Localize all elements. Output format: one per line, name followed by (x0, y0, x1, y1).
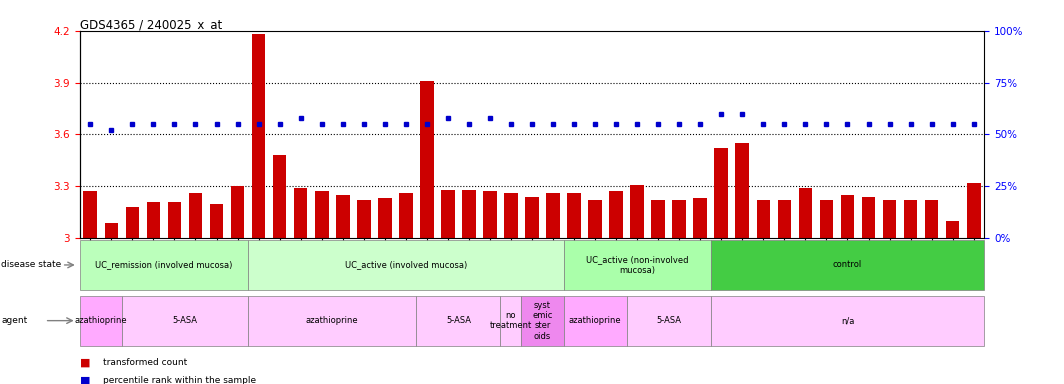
Bar (126, 207, 139, 238)
Bar (442, 190, 454, 238)
Bar (711, 296, 984, 346)
Bar (356, 200, 370, 238)
Bar (841, 195, 854, 238)
Bar (483, 192, 497, 238)
Bar (711, 240, 984, 290)
Bar (122, 296, 248, 346)
Text: GDS4365 / 240025_x_at: GDS4365 / 240025_x_at (80, 18, 222, 31)
Bar (862, 197, 876, 238)
Bar (80, 240, 248, 290)
Bar (925, 200, 938, 238)
Bar (903, 200, 917, 238)
Bar (967, 183, 981, 238)
Bar (672, 200, 686, 238)
Text: syst
emic
ster
oids: syst emic ster oids (532, 301, 552, 341)
Bar (462, 190, 476, 238)
Text: agent: agent (1, 316, 28, 325)
Bar (778, 200, 792, 238)
Bar (504, 193, 518, 238)
Bar (714, 148, 728, 238)
Bar (294, 188, 307, 238)
Bar (168, 202, 181, 238)
Bar (248, 240, 564, 290)
Bar (83, 192, 97, 238)
Bar (627, 296, 711, 346)
Bar (315, 192, 329, 238)
Bar (588, 200, 602, 238)
Bar (694, 199, 708, 238)
Text: n/a: n/a (841, 316, 854, 325)
Bar (883, 200, 896, 238)
Bar (946, 221, 960, 238)
Bar (735, 143, 749, 238)
Bar (252, 34, 265, 238)
Text: azathioprine: azathioprine (305, 316, 359, 325)
Bar (651, 200, 665, 238)
Bar (272, 155, 286, 238)
Text: control: control (833, 260, 862, 270)
Bar (567, 193, 581, 238)
Bar (630, 185, 644, 238)
Bar (500, 296, 521, 346)
Bar (757, 200, 770, 238)
Bar (80, 296, 122, 346)
Bar (147, 202, 161, 238)
Text: disease state: disease state (1, 260, 62, 270)
Text: 5-ASA: 5-ASA (172, 316, 198, 325)
Text: UC_active (involved mucosa): UC_active (involved mucosa) (345, 260, 467, 270)
Text: ■: ■ (80, 358, 90, 368)
Bar (188, 193, 202, 238)
Bar (416, 296, 500, 346)
Text: 5-ASA: 5-ASA (656, 316, 681, 325)
Bar (564, 296, 627, 346)
Text: azathioprine: azathioprine (569, 316, 621, 325)
Text: UC_active (non-involved
mucosa): UC_active (non-involved mucosa) (586, 255, 688, 275)
Bar (378, 199, 392, 238)
Bar (799, 188, 812, 238)
Bar (210, 204, 223, 238)
Text: 5-ASA: 5-ASA (446, 316, 471, 325)
Bar (526, 197, 538, 238)
Bar (336, 195, 350, 238)
Bar (546, 193, 560, 238)
Bar (248, 296, 416, 346)
Bar (521, 296, 564, 346)
Bar (610, 192, 622, 238)
Text: UC_remission (involved mucosa): UC_remission (involved mucosa) (96, 260, 233, 270)
Bar (104, 223, 118, 238)
Bar (231, 186, 245, 238)
Bar (399, 193, 413, 238)
Text: azathioprine: azathioprine (74, 316, 127, 325)
Bar (819, 200, 833, 238)
Bar (420, 81, 434, 238)
Text: ■: ■ (80, 375, 90, 384)
Text: percentile rank within the sample: percentile rank within the sample (103, 376, 256, 384)
Bar (564, 240, 711, 290)
Text: no
treatment: no treatment (489, 311, 532, 330)
Text: transformed count: transformed count (103, 358, 187, 367)
